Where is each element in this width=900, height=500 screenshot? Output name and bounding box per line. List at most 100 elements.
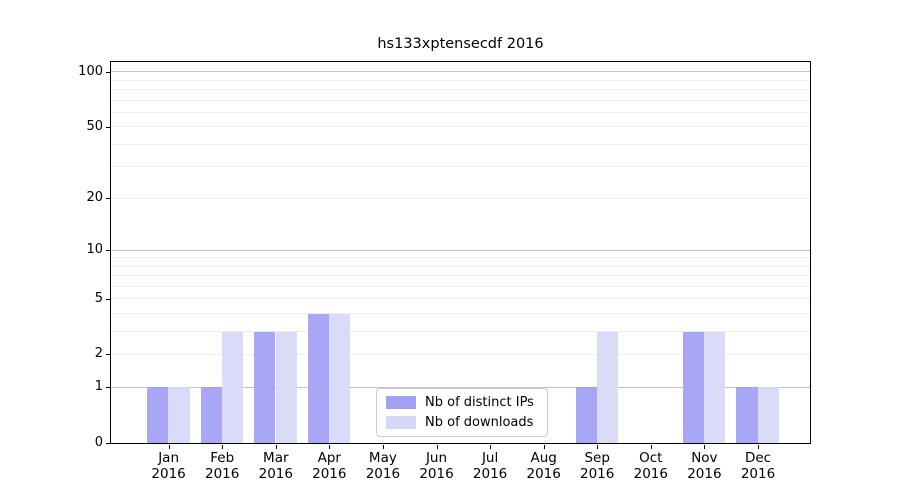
bar-distinct-ips-sep [575, 387, 597, 443]
legend-entry-downloads: Nb of downloads [386, 415, 538, 430]
x-tick-year: 2016 [580, 466, 615, 482]
x-tick-label-sep: Sep 2016 [565, 450, 629, 482]
bar-distinct-ips-nov [682, 331, 705, 443]
legend-label-downloads: Nb of downloads [425, 415, 534, 430]
x-tick-mark-mar [275, 444, 277, 449]
x-tick-year: 2016 [472, 466, 508, 482]
x-tick-mark-may [382, 444, 384, 449]
x-tick-mark-jan [168, 444, 170, 449]
x-tick-mark-sep [597, 444, 599, 449]
y-tick-label-1: 1 [94, 379, 103, 394]
gridline-minor-70 [111, 99, 810, 101]
x-tick-mark-oct [650, 444, 652, 449]
x-tick-month: Dec [744, 450, 772, 466]
bar-distinct-ips-feb [200, 387, 222, 443]
x-tick-mark-jul [490, 444, 492, 449]
gridline-minor-6 [111, 286, 810, 287]
x-tick-mark-feb [222, 444, 224, 449]
gridline-major-10 [111, 249, 810, 251]
x-tick-mark-dec [758, 444, 759, 449]
gridline-minor-40 [111, 143, 810, 145]
x-tick-year: 2016 [151, 466, 186, 482]
y-tick-label-0: 0 [94, 434, 103, 450]
legend: Nb of distinct IPs Nb of downloads [376, 388, 548, 437]
bar-downloads-apr [329, 313, 351, 443]
bar-downloads-sep [596, 331, 619, 443]
x-tick-mark-apr [329, 444, 331, 449]
x-tick-month: Sep [584, 450, 610, 466]
legend-swatch-downloads [386, 416, 416, 429]
x-tick-year: 2016 [312, 466, 347, 482]
gridline-major-100 [111, 71, 810, 73]
y-tick-label-20: 20 [86, 190, 103, 205]
x-tick-month: Oct [639, 450, 663, 466]
x-tick-year: 2016 [687, 466, 722, 482]
y-tick-label-50: 50 [86, 118, 103, 134]
gridline-minor-60 [111, 111, 810, 113]
x-tick-label-nov: Nov 2016 [672, 450, 736, 482]
x-tick-label-jun: Jun 2016 [405, 450, 469, 482]
gridline-minor-4 [111, 313, 810, 314]
x-tick-label-jul: Jul 2016 [458, 450, 522, 482]
gridline-minor-3 [111, 331, 810, 332]
chart-title: hs133xptensecdf 2016 [377, 36, 544, 52]
x-tick-month: Jul [481, 450, 499, 466]
x-tick-label-may: May 2016 [351, 450, 415, 482]
x-tick-label-feb: Feb 2016 [190, 450, 254, 482]
gridline-minor-90 [111, 79, 810, 81]
gridline-minor-5 [111, 298, 810, 300]
x-tick-year: 2016 [258, 466, 293, 482]
x-tick-month: May [368, 450, 397, 466]
x-tick-label-aug: Aug 2016 [512, 450, 576, 482]
legend-label-distinct-ips: Nb of distinct IPs [425, 395, 534, 410]
x-tick-month: Feb [210, 450, 235, 466]
x-tick-label-dec: Dec 2016 [726, 450, 790, 482]
bar-downloads-jan [168, 387, 190, 443]
x-tick-mark-aug [543, 444, 545, 449]
x-tick-year: 2016 [633, 466, 668, 482]
y-tick-mark-0 [106, 442, 110, 444]
bar-downloads-nov [704, 331, 726, 443]
x-tick-year: 2016 [419, 466, 454, 482]
gridline-minor-9 [111, 257, 810, 259]
x-tick-month: Jan [158, 450, 179, 466]
plot-area: Nb of distinct IPs Nb of downloads [110, 61, 811, 444]
gridline-minor-20 [111, 197, 810, 199]
y-tick-mark-20 [106, 198, 110, 199]
x-tick-month: Aug [530, 450, 557, 466]
x-tick-label-apr: Apr 2016 [297, 450, 361, 482]
bar-distinct-ips-apr [307, 313, 329, 443]
gridline-minor-7 [111, 275, 810, 277]
gridline-minor-80 [111, 89, 810, 91]
y-tick-label-5: 5 [94, 290, 103, 306]
x-tick-year: 2016 [205, 466, 240, 482]
gridline-minor-30 [111, 166, 810, 168]
x-tick-month: Apr [317, 450, 341, 466]
x-tick-label-jan: Jan 2016 [137, 450, 201, 482]
y-tick-mark-10 [106, 249, 110, 251]
x-tick-year: 2016 [526, 466, 561, 482]
y-tick-mark-5 [106, 298, 110, 300]
bar-distinct-ips-dec [736, 387, 758, 443]
x-tick-mark-jun [436, 444, 438, 449]
y-tick-label-2: 2 [94, 346, 103, 362]
y-tick-label-100: 100 [78, 63, 103, 79]
legend-swatch-distinct-ips [386, 396, 416, 409]
y-tick-mark-2 [106, 354, 110, 356]
bar-distinct-ips-mar [254, 331, 276, 443]
legend-entry-distinct-ips: Nb of distinct IPs [386, 395, 538, 410]
gridline-minor-2 [111, 354, 810, 356]
x-tick-month: Nov [691, 450, 718, 466]
x-tick-month: Mar [263, 450, 289, 466]
x-tick-mark-nov [704, 444, 706, 449]
gridline-minor-50 [111, 126, 810, 128]
bar-distinct-ips-jan [146, 387, 169, 443]
x-tick-year: 2016 [740, 466, 776, 482]
y-tick-label-10: 10 [86, 241, 103, 257]
x-tick-label-oct: Oct 2016 [619, 450, 683, 482]
x-tick-label-mar: Mar 2016 [244, 450, 308, 482]
x-tick-year: 2016 [365, 466, 401, 482]
gridline-minor-8 [111, 265, 810, 267]
gridline-major-1 [111, 386, 810, 388]
